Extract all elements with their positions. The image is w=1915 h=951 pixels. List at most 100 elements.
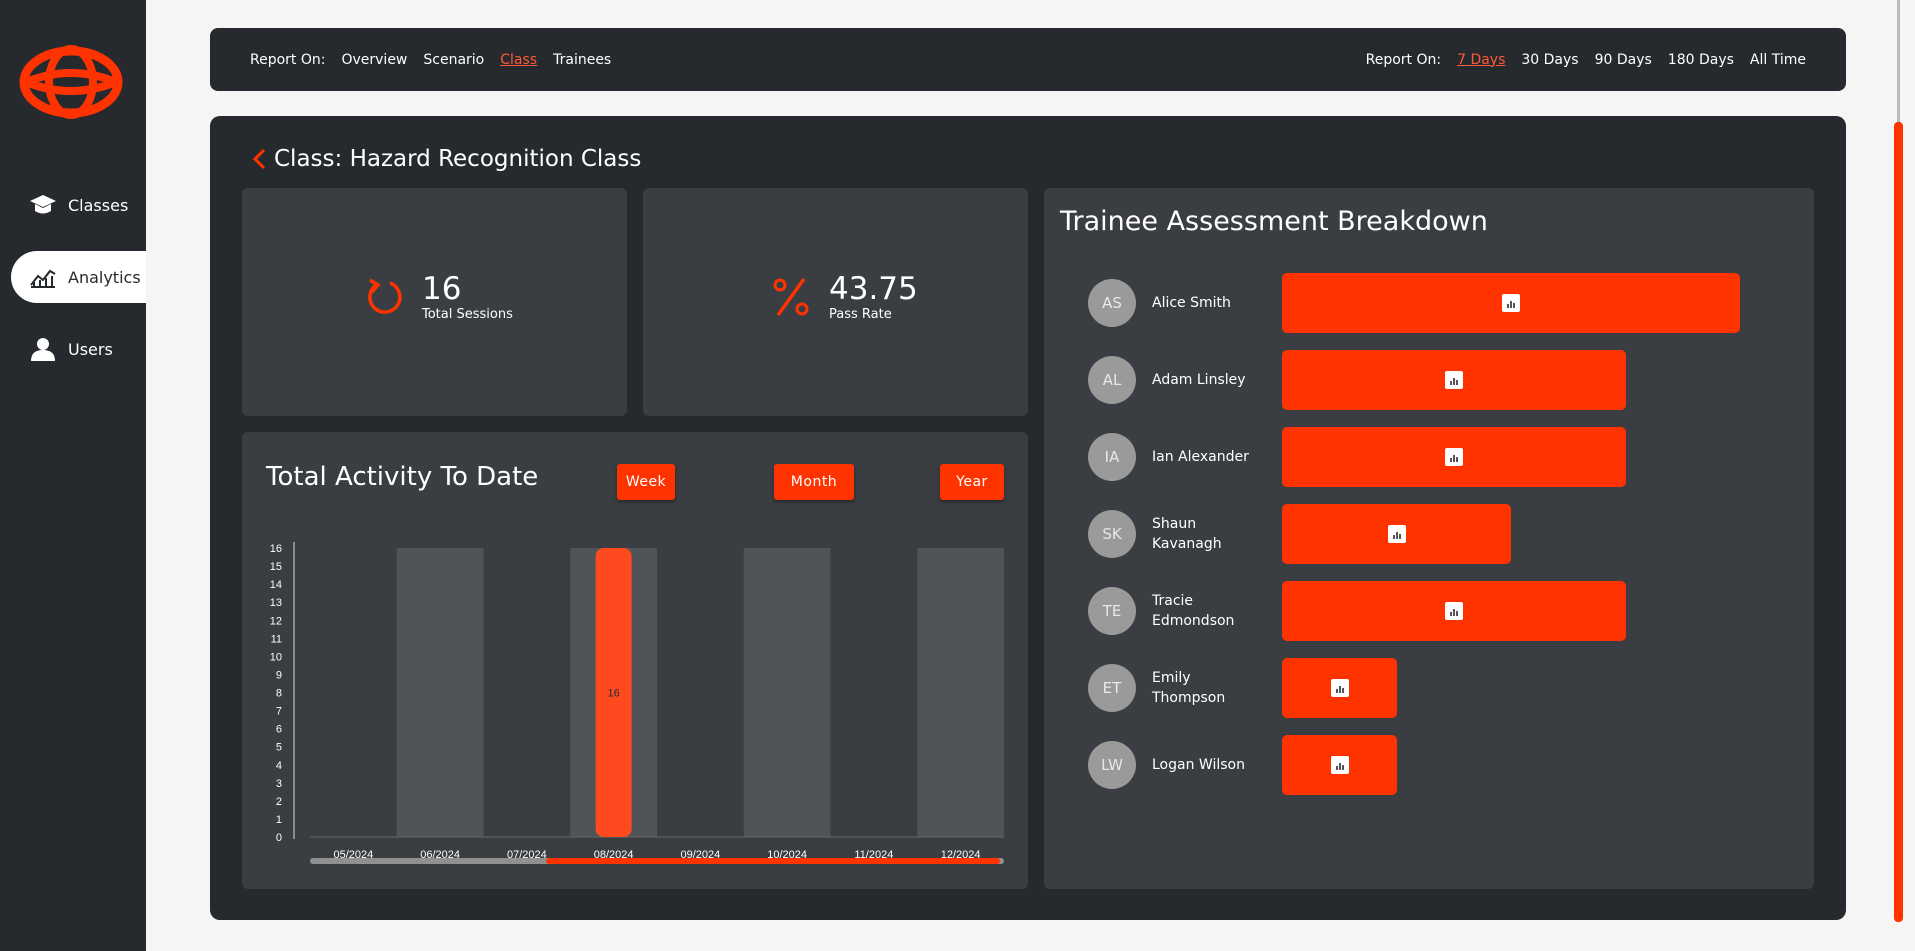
total-sessions-label: Total Sessions [422,307,513,322]
range-year-button[interactable]: Year [940,464,1004,500]
trainee-score-bar[interactable] [1282,350,1626,410]
breakdown-title: Trainee Assessment Breakdown [1060,206,1488,237]
y-tick-label: 8 [276,688,282,700]
pass-rate-stat: 43.75 Pass Rate [771,272,918,322]
page-scrollbar[interactable] [1894,0,1907,951]
y-tick-label: 15 [270,561,282,573]
logo-icon[interactable] [18,44,124,120]
refresh-icon [368,278,402,314]
trainee-row: IA Ian Alexander [1088,427,1788,487]
avatar: SK [1088,510,1136,558]
back-link[interactable]: Class: Hazard Recognition Class [252,146,641,172]
y-tick-label: 4 [276,760,282,772]
total-sessions-stat: 16 Total Sessions [364,272,513,322]
report-option-trainees[interactable]: Trainees [553,51,612,68]
report-filter-bar: Report On: Overview Scenario Class Train… [210,28,1846,91]
chart-band [396,548,484,837]
sidebar-item-label: Users [68,339,113,359]
period-option-30-days[interactable]: 30 Days [1521,51,1579,68]
chart-bar [595,548,632,837]
report-period-filter: Report On: 7 Days 30 Days 90 Days 180 Da… [1366,28,1806,91]
report-icon [1445,602,1463,620]
y-tick-label: 12 [270,615,282,627]
main-panel: Class: Hazard Recognition Class 16 Total… [210,116,1846,920]
avatar: AS [1088,279,1136,327]
y-tick-label: 7 [276,706,282,718]
trainee-score-bar[interactable] [1282,658,1397,718]
graduation-cap-icon [28,193,58,217]
avatar: TE [1088,587,1136,635]
chevron-left-icon [252,148,266,170]
trainee-row: TE Tracie Edmondson [1088,581,1788,641]
activity-title: Total Activity To Date [266,462,539,492]
trainee-name: Alice Smith [1152,295,1231,311]
report-icon [1330,679,1349,697]
page-scrollbar-track [1897,0,1900,122]
user-icon [28,337,58,361]
activity-card: Total Activity To Date Week Month Year 0… [242,432,1028,889]
chart-line-icon [28,265,58,289]
y-tick-label: 13 [270,597,282,609]
trainee-name: Tracie Edmondson [1152,593,1235,629]
sidebar-item-users[interactable]: Users [0,323,146,375]
y-tick-label: 1 [276,814,282,826]
trainee-score-bar[interactable] [1282,735,1397,795]
y-tick-label: 3 [276,778,282,790]
trainee-name: Logan Wilson [1152,757,1245,773]
trainee-name: Ian Alexander [1152,449,1249,465]
report-icon [1330,756,1349,774]
avatar: LW [1088,741,1136,789]
period-option-180-days[interactable]: 180 Days [1667,51,1734,68]
report-option-overview[interactable]: Overview [341,51,408,68]
y-tick-label: 6 [276,724,282,736]
y-tick-label: 5 [276,742,282,754]
y-tick-label: 9 [276,669,282,681]
sidebar-item-label: Classes [68,195,129,215]
bar-data-label: 16 [608,688,620,700]
report-icon [1502,294,1520,312]
total-sessions-value: 16 [422,271,462,307]
sidebar-item-label: Analytics [68,267,141,287]
pass-rate-value: 43.75 [829,271,918,307]
report-on-label: Report On: [1365,51,1442,68]
trainee-score-bar[interactable] [1282,273,1740,333]
pass-rate-label: Pass Rate [829,307,892,322]
period-option-all-time[interactable]: All Time [1749,51,1806,68]
trainee-row: SK Shaun Kavanagh [1088,504,1788,564]
period-option-7-days[interactable]: 7 Days [1457,51,1506,68]
sidebar-item-classes[interactable]: Classes [0,179,146,231]
avatar: ET [1088,664,1136,712]
sidebar-item-analytics[interactable]: Analytics [11,251,146,303]
report-option-class[interactable]: Class [500,51,538,68]
y-tick-label: 0 [276,832,282,844]
range-week-button[interactable]: Week [617,464,675,500]
chart-scrollbar-thumb[interactable] [546,858,1000,864]
report-option-scenario[interactable]: Scenario [423,51,485,68]
trainee-score-bar[interactable] [1282,504,1511,564]
trainee-score-bar[interactable] [1282,427,1626,487]
report-icon [1387,525,1406,543]
trainee-name: Adam Linsley [1152,372,1246,388]
y-tick-label: 10 [270,651,282,663]
range-month-button[interactable]: Month [774,464,854,500]
trainee-score-bar[interactable] [1282,581,1626,641]
chart-band [743,548,831,837]
sidebar: Classes Analytics Users [0,0,146,951]
report-icon [1445,371,1463,389]
y-tick-label: 16 [270,543,282,555]
y-tick-label: 2 [276,796,282,808]
chart-band [917,548,1004,837]
period-option-90-days[interactable]: 90 Days [1594,51,1652,68]
trainee-row: AS Alice Smith [1088,273,1788,333]
trainee-row: AL Adam Linsley [1088,350,1788,410]
page-scrollbar-thumb[interactable] [1894,122,1903,922]
y-tick-label: 11 [271,633,282,645]
report-on-label: Report On: [250,51,326,68]
chart-scrollbar[interactable] [310,858,1004,864]
report-type-filter: Report On: Overview Scenario Class Train… [250,28,611,91]
total-sessions-card: 16 Total Sessions [242,188,627,416]
report-icon [1445,448,1463,466]
avatar: AL [1088,356,1136,404]
page-title: Class: Hazard Recognition Class [274,146,642,172]
